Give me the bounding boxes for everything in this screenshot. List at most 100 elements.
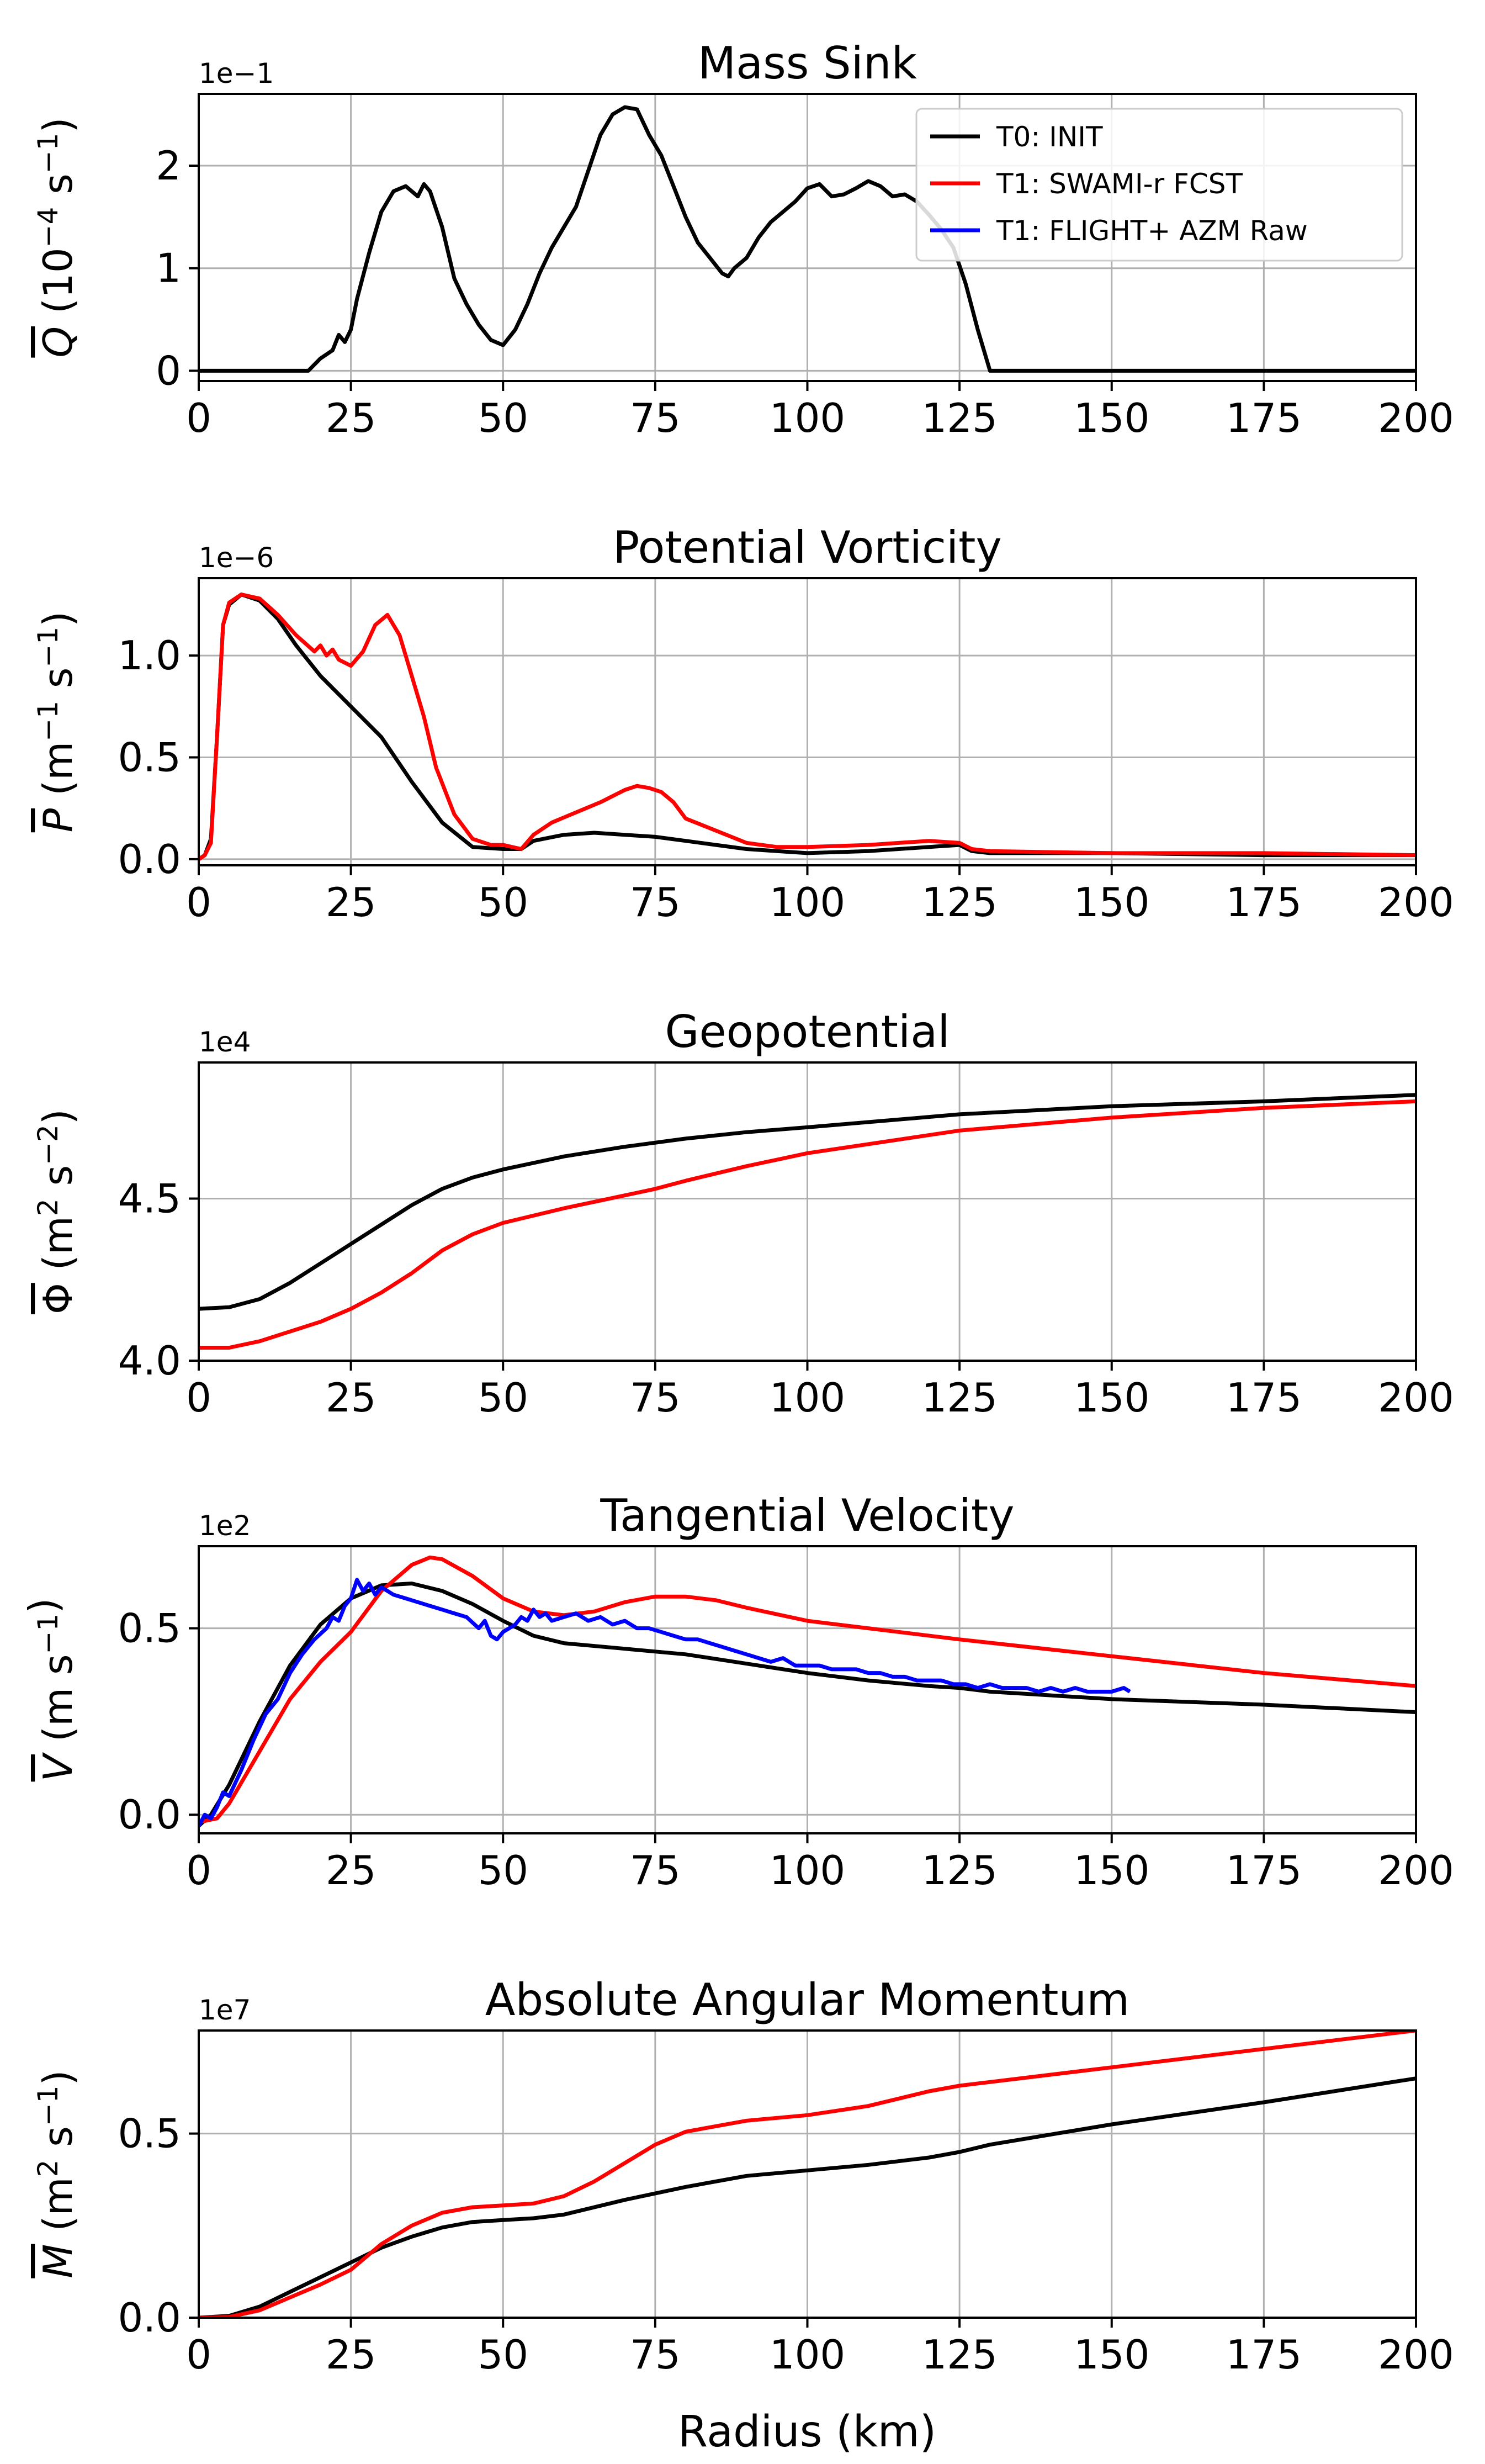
y-axis-units: s — [35, 668, 81, 701]
axis-multiplier: 1e−1 — [199, 57, 274, 89]
y-axis-exponent: −1 — [32, 2085, 64, 2126]
y-axis-units: (m — [35, 1216, 81, 1283]
series-line-t0-init — [199, 105, 1416, 373]
y-axis-symbol: V — [35, 1752, 81, 1781]
y-axis-units: (10 — [35, 247, 81, 326]
x-tick-label: 75 — [630, 1847, 681, 1894]
x-tick-label: 50 — [478, 1847, 528, 1894]
y-axis-exponent: −4 — [32, 207, 64, 248]
x-tick-label: 175 — [1226, 2331, 1302, 2378]
x-tick-label: 150 — [1074, 879, 1149, 926]
series-line-t1-swami-r-fcst — [199, 593, 1416, 861]
x-tick-label: 100 — [770, 1374, 845, 1421]
y-tick-label: 0.5 — [118, 2111, 181, 2157]
legend-label: T0: INIT — [996, 121, 1103, 153]
y-axis-exponent: 2 — [32, 2160, 64, 2177]
x-tick-label: 0 — [186, 395, 211, 441]
y-axis-symbol: Φ — [35, 1283, 81, 1314]
y-tick-label: 1 — [156, 245, 181, 292]
panel-tangential-velocity: 0 25 50 75 100 125 150 175 200 0.0 0.5 Tangential V… — [20, 1490, 1454, 1894]
x-tick-label: 75 — [630, 2331, 681, 2378]
x-tick-label: 100 — [770, 395, 845, 441]
x-tick-label: 175 — [1226, 1847, 1302, 1894]
axis-multiplier: 1e4 — [199, 1026, 251, 1058]
axis-multiplier: 1e−6 — [199, 542, 274, 574]
panel-title: Absolute Angular Momentum — [485, 1974, 1129, 2026]
y-tick-label: 0.0 — [118, 2294, 181, 2341]
panel-geopotential: 0 25 50 75 100 125 150 175 200 4.0 4.5 Geopotential… — [32, 1006, 1454, 1421]
x-tick-label: 0 — [186, 2331, 211, 2378]
panel-mass-sink: 0 25 50 75 100 125 150 175 200 0 1 2 Mass Sink 1e−1 Q … — [32, 38, 1454, 441]
y-axis-symbol: Q — [35, 326, 81, 358]
x-tick-label: 0 — [186, 1847, 211, 1894]
y-axis-exponent: 2 — [32, 1198, 64, 1216]
x-tick-label: 200 — [1378, 1374, 1454, 1421]
series-line-t1-swami-r-fcst — [199, 1099, 1416, 1350]
y-tick-label: 0.0 — [118, 1791, 181, 1838]
x-tick-label: 25 — [326, 1374, 376, 1421]
x-tick-label: 50 — [478, 2331, 528, 2378]
panel-title: Mass Sink — [698, 38, 917, 89]
y-axis-units: s — [35, 173, 81, 207]
panel-title: Geopotential — [665, 1006, 950, 1057]
series-line-t1-swami-r-fcst — [199, 2031, 1416, 2318]
x-tick-label: 150 — [1074, 395, 1149, 441]
y-axis-units: ) — [35, 2070, 81, 2085]
series-line-t0-init — [199, 1582, 1416, 1828]
y-tick-label: 2 — [156, 142, 181, 189]
x-tick-label: 25 — [326, 879, 376, 926]
y-axis-units: (m s — [35, 1654, 81, 1755]
y-tick-label: 4.5 — [118, 1176, 181, 1222]
y-tick-label: 0.0 — [118, 836, 181, 882]
y-axis-exponent: −1 — [32, 1614, 64, 1654]
x-tick-label: 175 — [1226, 879, 1302, 926]
y-axis-units: ) — [35, 117, 81, 133]
y-axis-label: P (m−1 s−1) — [32, 611, 81, 832]
x-tick-label: 125 — [921, 395, 997, 441]
legend: T0: INIT T1: SWAMI-r FCST T1: FLIGHT+ AZM … — [915, 108, 1403, 262]
y-tick-label: 0.5 — [118, 1605, 181, 1652]
y-axis-units: (m — [35, 2177, 81, 2244]
y-tick-label: 4.0 — [118, 1337, 181, 1384]
x-tick-label: 0 — [186, 879, 211, 926]
y-axis-units: ) — [35, 1109, 81, 1124]
series-line-t0-init — [199, 2076, 1416, 2318]
y-axis-label: M (m2 s−1) — [32, 2070, 81, 2278]
y-axis-symbol: P — [35, 808, 81, 832]
legend-label: T1: SWAMI-r FCST — [996, 168, 1243, 200]
x-tick-label: 100 — [770, 1847, 845, 1894]
y-axis-label: V (m s−1) — [20, 1598, 81, 1782]
legend-frame — [915, 108, 1403, 262]
x-tick-label: 50 — [478, 879, 528, 926]
x-tick-label: 75 — [630, 1374, 681, 1421]
x-tick-label: 200 — [1378, 395, 1454, 441]
y-tick-label: 0.5 — [118, 734, 181, 781]
y-axis-units: s — [35, 1165, 81, 1198]
axis-multiplier: 1e7 — [199, 1994, 251, 2026]
y-axis-units: ) — [20, 1598, 67, 1614]
y-axis-label: Q (10−4 s−1) — [32, 117, 81, 357]
y-axis-units: ) — [35, 611, 81, 627]
x-tick-label: 125 — [921, 1847, 997, 1894]
x-tick-label: 50 — [478, 395, 528, 441]
x-tick-label: 200 — [1378, 2331, 1454, 2378]
y-tick-label: 0 — [156, 347, 181, 394]
x-tick-label: 125 — [921, 2331, 997, 2378]
x-tick-label: 125 — [921, 1374, 997, 1421]
series-line-t1-flight-azm-raw — [199, 1578, 1131, 1827]
x-tick-label: 175 — [1226, 1374, 1302, 1421]
x-tick-label: 125 — [921, 879, 997, 926]
legend-label: T1: FLIGHT+ AZM Raw — [996, 215, 1308, 247]
y-axis-units: (m — [35, 742, 81, 808]
x-tick-label: 100 — [770, 2331, 845, 2378]
panel-absolute-angular-momentum: 0 25 50 75 100 125 150 175 200 0.0 0.5 Absolute Ang… — [32, 1974, 1454, 2378]
axis-multiplier: 1e2 — [199, 1510, 251, 1542]
y-axis-exponent: −1 — [32, 133, 64, 173]
x-tick-label: 150 — [1074, 1847, 1149, 1894]
panel-potential-vorticity: 0 25 50 75 100 125 150 175 200 0.0 0.5 1.0 Potential… — [32, 522, 1454, 926]
x-tick-label: 175 — [1226, 395, 1302, 441]
x-tick-label: 50 — [478, 1374, 528, 1421]
panel-title: Tangential Velocity — [600, 1490, 1014, 1541]
x-tick-label: 25 — [326, 1847, 376, 1894]
